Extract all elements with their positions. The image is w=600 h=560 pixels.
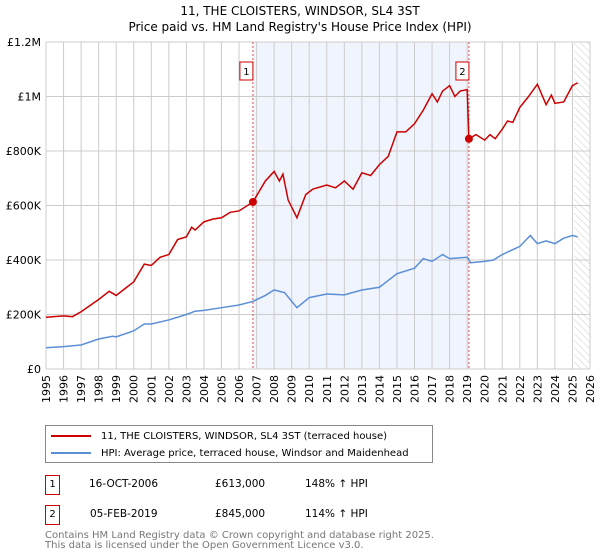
sale-hpi: 114% ↑ HPI xyxy=(305,508,368,520)
x-tick-label: 2025 xyxy=(566,375,579,403)
x-tick-label: 1999 xyxy=(110,375,123,403)
x-tick-label: 2003 xyxy=(180,375,193,403)
x-tick-label: 2023 xyxy=(531,375,544,403)
x-tick-label: 1998 xyxy=(93,375,106,403)
sale-label: 2 xyxy=(459,67,465,78)
y-tick-label: £1M xyxy=(18,91,42,104)
series-line-property xyxy=(45,82,579,318)
x-tick-label: 2000 xyxy=(128,375,141,403)
legend-item-hpi: HPI: Average price, terraced house, Wind… xyxy=(51,445,409,461)
x-tick-label: 2007 xyxy=(251,375,264,403)
legend-swatch-blue xyxy=(51,452,91,454)
x-tick-label: 2020 xyxy=(479,375,492,403)
legend-label: HPI: Average price, terraced house, Wind… xyxy=(101,447,409,459)
x-tick-label: 2001 xyxy=(145,375,158,403)
x-tick-label: 2011 xyxy=(321,375,334,403)
sale-date: 16-OCT-2006 xyxy=(89,478,158,490)
x-tick-label: 2016 xyxy=(409,375,422,403)
y-tick-label: £0 xyxy=(27,363,41,376)
sale-badge: 1 xyxy=(45,475,60,495)
footer-copyright: Contains HM Land Registry data © Crown c… xyxy=(45,530,434,541)
sale-point xyxy=(464,134,473,143)
x-tick-label: 2009 xyxy=(286,375,299,403)
x-tick-label: 2002 xyxy=(163,375,176,403)
x-tick-label: 2013 xyxy=(356,375,369,403)
y-tick-label: £400K xyxy=(6,254,42,267)
y-tick-label: £200K xyxy=(6,309,42,322)
x-tick-label: 2005 xyxy=(215,375,228,403)
y-tick-label: £800K xyxy=(6,145,42,158)
x-tick-label: 2004 xyxy=(198,375,211,403)
x-tick-label: 2021 xyxy=(496,375,509,403)
footer-licence: This data is licensed under the Open Gov… xyxy=(45,540,364,551)
x-tick-label: 2008 xyxy=(268,375,281,403)
chart-subtitle: Price paid vs. HM Land Registry's House … xyxy=(128,20,472,34)
chart-title: 11, THE CLOISTERS, WINDSOR, SL4 3ST xyxy=(180,4,420,18)
sale-label: 1 xyxy=(243,67,249,78)
x-tick-label: 2017 xyxy=(426,375,439,403)
legend-swatch-red xyxy=(51,435,91,437)
series-line-hpi xyxy=(45,234,578,349)
sale-label-box xyxy=(239,61,254,81)
x-tick-label: 2018 xyxy=(444,375,457,403)
sale-date: 05-FEB-2019 xyxy=(90,508,158,520)
y-tick-label: £1.2M xyxy=(7,36,41,49)
x-tick-label: 2022 xyxy=(514,375,527,403)
legend-item-property: 11, THE CLOISTERS, WINDSOR, SL4 3ST (ter… xyxy=(51,428,387,444)
x-tick-label: 2012 xyxy=(338,375,351,403)
x-tick-label: 2024 xyxy=(549,375,562,403)
x-tick-label: 1997 xyxy=(75,375,88,403)
x-tick-label: 1995 xyxy=(40,375,53,403)
sale-label-box xyxy=(455,61,470,81)
x-tick-label: 2010 xyxy=(303,375,316,403)
x-tick-label: 1996 xyxy=(58,375,71,403)
legend-label: 11, THE CLOISTERS, WINDSOR, SL4 3ST (ter… xyxy=(101,430,388,442)
sale-badge: 2 xyxy=(45,505,60,525)
plot-area: 1995 1996 1997 1998 1999 2000 2001 2002 2003 2004… xyxy=(6,36,597,403)
y-tick-label: £600K xyxy=(6,200,42,213)
x-tick-label: 2014 xyxy=(373,375,386,403)
sale-price: £613,000 xyxy=(215,478,266,490)
x-tick-label: 2026 xyxy=(584,375,597,403)
sale-hpi: 148% ↑ HPI xyxy=(305,478,368,490)
x-tick-label: 2006 xyxy=(233,375,246,403)
x-tick-label: 2019 xyxy=(461,375,474,403)
footer: Contains HM Land Registry data © Crown c… xyxy=(45,531,434,551)
sale-price: £845,000 xyxy=(215,508,266,520)
legend: 11, THE CLOISTERS, WINDSOR, SL4 3ST (ter… xyxy=(45,425,433,463)
x-tick-label: 2015 xyxy=(391,375,404,403)
sale-point xyxy=(248,197,257,206)
